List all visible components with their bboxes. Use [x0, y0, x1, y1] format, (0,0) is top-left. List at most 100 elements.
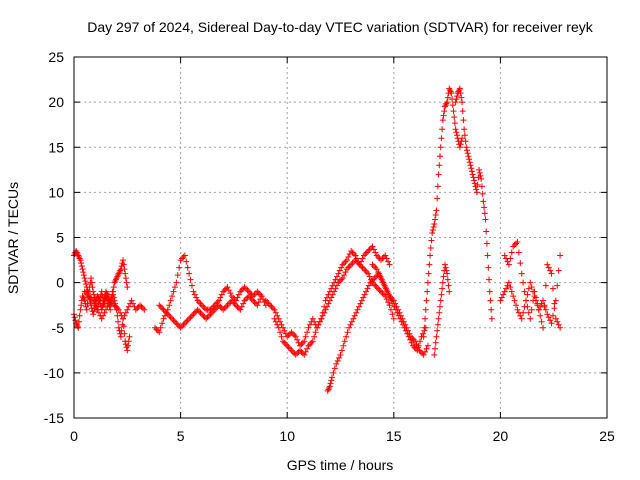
data-point: [311, 333, 318, 340]
data-point: [437, 144, 444, 151]
y-tick-label: -5: [52, 320, 65, 336]
data-point: [459, 135, 466, 142]
data-point: [76, 312, 83, 319]
data-point: [292, 333, 299, 340]
data-point: [120, 315, 127, 322]
data-point: [436, 309, 443, 316]
data-point: [181, 252, 188, 259]
data-point: [331, 288, 338, 295]
chart-title: Day 297 of 2024, Sidereal Day-to-day VTE…: [87, 19, 593, 35]
data-point: [357, 300, 364, 307]
data-point: [81, 297, 88, 304]
data-point: [240, 300, 247, 307]
data-point: [235, 291, 242, 298]
data-point: [121, 330, 128, 337]
data-point: [335, 270, 342, 277]
data-point: [80, 272, 87, 279]
data-point: [468, 168, 475, 175]
data-point: [434, 327, 441, 334]
data-point: [281, 327, 288, 334]
data-point: [277, 329, 284, 336]
data-point: [100, 297, 107, 304]
data-point: [423, 345, 430, 352]
data-point: [458, 94, 465, 101]
data-point: [125, 338, 132, 345]
data-point: [124, 306, 131, 313]
data-point: [545, 314, 552, 321]
data-point: [309, 315, 316, 322]
y-axis-label: SDTVAR / TECUs: [5, 182, 21, 294]
data-point: [365, 270, 372, 277]
data-point: [390, 297, 397, 304]
data-point: [71, 314, 78, 321]
data-point: [457, 141, 464, 148]
data-point: [405, 327, 412, 334]
data-point: [440, 273, 447, 280]
data-point: [75, 324, 82, 331]
data-point: [302, 333, 309, 340]
data-point: [476, 166, 483, 173]
data-point: [549, 285, 556, 292]
data-point: [385, 299, 392, 306]
data-point: [400, 318, 407, 325]
data-point: [271, 306, 278, 313]
data-point: [396, 309, 403, 316]
data-point: [547, 267, 554, 274]
data-point: [294, 336, 301, 343]
data-point: [328, 374, 335, 381]
data-point: [98, 315, 105, 322]
data-point: [421, 324, 428, 331]
y-tick-label: 15: [48, 139, 64, 155]
data-point: [426, 261, 433, 268]
data-point: [518, 270, 525, 277]
data-point: [117, 333, 124, 340]
data-point: [501, 288, 508, 295]
data-point: [403, 324, 410, 331]
data-point: [380, 281, 387, 288]
data-point: [122, 270, 129, 277]
data-point: [406, 330, 413, 337]
data-point: [424, 279, 431, 286]
data-point: [274, 312, 281, 319]
data-point: [557, 252, 564, 259]
data-point: [481, 210, 488, 217]
data-point: [484, 252, 491, 259]
data-point: [238, 303, 245, 310]
data-point: [318, 315, 325, 322]
data-point: [439, 126, 446, 133]
data-point: [437, 297, 444, 304]
data-point: [370, 246, 377, 253]
data-point: [81, 275, 88, 282]
data-point: [382, 284, 389, 291]
data-point: [301, 351, 308, 358]
data-point: [125, 303, 132, 310]
data-point: [191, 291, 198, 298]
data-point: [101, 309, 108, 316]
data-point: [517, 312, 524, 319]
data-point: [451, 114, 458, 121]
data-point: [482, 216, 489, 223]
data-point: [399, 315, 406, 322]
data-point: [83, 306, 90, 313]
data-point: [333, 360, 340, 367]
data-point: [508, 249, 515, 256]
data-point: [77, 257, 84, 264]
data-point: [225, 287, 232, 294]
data-point: [386, 261, 393, 268]
data-point: [488, 306, 495, 313]
data-point: [469, 171, 476, 178]
data-point: [425, 270, 432, 277]
data-point: [334, 357, 341, 364]
data-point: [408, 339, 415, 346]
data-point: [101, 294, 108, 301]
data-point: [332, 276, 339, 283]
data-point: [528, 284, 535, 291]
data-point: [501, 252, 508, 259]
data-point: [375, 269, 382, 276]
data-point: [89, 284, 96, 291]
data-point: [361, 291, 368, 298]
data-point: [397, 312, 404, 319]
data-point: [476, 169, 483, 176]
data-point: [170, 288, 177, 295]
x-tick-label: 20: [493, 428, 509, 444]
